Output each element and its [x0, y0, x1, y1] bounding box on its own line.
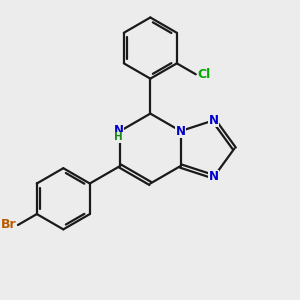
Text: N: N: [209, 114, 219, 127]
Text: Br: Br: [1, 218, 16, 232]
Text: N: N: [114, 124, 124, 137]
Text: N: N: [176, 124, 186, 138]
Text: H: H: [114, 133, 123, 142]
Text: Cl: Cl: [197, 68, 210, 81]
Text: N: N: [209, 170, 219, 183]
